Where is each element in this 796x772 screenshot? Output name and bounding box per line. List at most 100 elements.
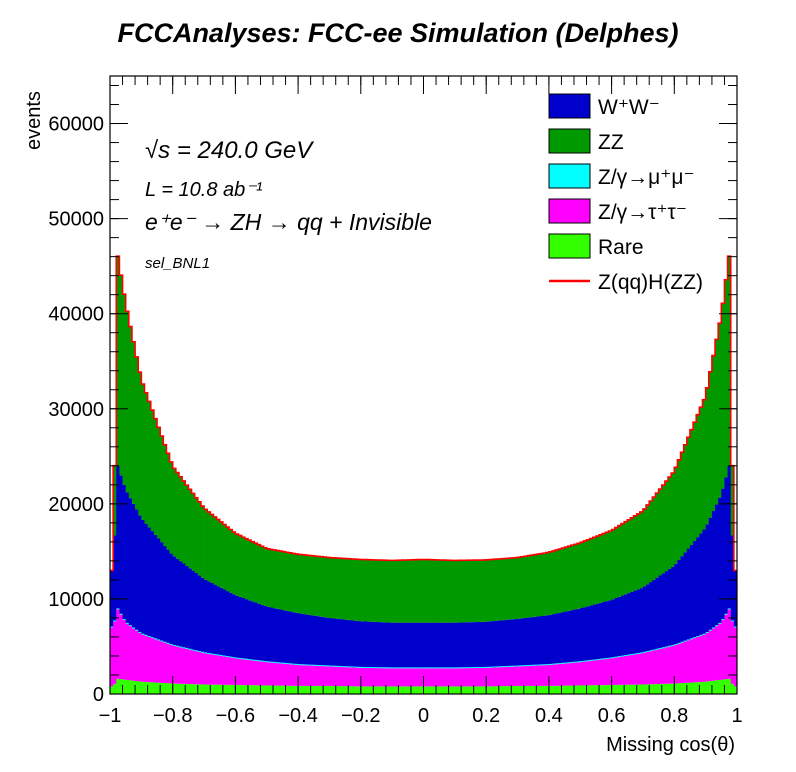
bar-WW [320, 616, 324, 666]
bar-Z [288, 664, 293, 686]
bar-ZZ [178, 477, 183, 562]
bar-Z [357, 667, 362, 687]
bar-ZZ [523, 556, 528, 618]
bar-Z [479, 667, 484, 687]
bar-WW [276, 608, 280, 663]
bar-Z [470, 667, 475, 669]
bar-ZZ [451, 560, 456, 623]
bar-WW [188, 568, 192, 649]
bar-ZZ [141, 384, 145, 520]
bar-WW [219, 587, 224, 656]
bar-Rare [636, 684, 641, 694]
bar-Rare [501, 686, 506, 694]
bar-WW [454, 622, 459, 668]
bar-ZZ [470, 560, 475, 623]
bar-Z [178, 646, 183, 648]
bar-Z [655, 648, 660, 650]
bar-Rare [495, 686, 500, 694]
bar-WW [470, 622, 475, 668]
bar-Z [113, 620, 117, 622]
bar-Z [436, 668, 440, 687]
bar-Z [144, 635, 149, 682]
bar-Z [501, 667, 506, 687]
bar-Rare [548, 685, 553, 694]
bar-Z [539, 664, 544, 666]
bar-WW [589, 605, 594, 660]
bar-Z [235, 657, 239, 659]
bar-ZZ [479, 560, 484, 622]
bar-Z [207, 653, 211, 685]
bar-Z [263, 661, 268, 662]
bar-Z [279, 663, 283, 686]
bar-ZZ [721, 303, 725, 489]
bar-Rare [313, 685, 318, 694]
bar-Z [564, 663, 569, 686]
bar-Rare [649, 684, 653, 694]
bar-WW [602, 602, 606, 659]
bar-WW [561, 612, 565, 663]
bar-WW [414, 622, 418, 668]
bar-ZZ [282, 552, 286, 611]
bar-Z [658, 647, 663, 649]
bar-Z [241, 658, 246, 660]
bar-ZZ [589, 538, 594, 606]
bar-Z [432, 668, 437, 687]
bar-ZZ [693, 422, 697, 541]
bar-Rare [627, 684, 631, 694]
bar-WW [417, 622, 421, 668]
bar-Z [398, 668, 402, 687]
bar-ZZ [310, 556, 315, 616]
bar-Z [432, 667, 437, 669]
bar-ZZ [442, 560, 446, 623]
bar-WW [238, 596, 243, 658]
bar-Rare [125, 679, 130, 694]
bar-Rare [323, 685, 327, 694]
bar-Z [147, 636, 152, 637]
bar-Z [511, 666, 515, 686]
bar-Z [351, 667, 355, 687]
bar-Z [486, 666, 490, 668]
bar-Rare [392, 686, 396, 694]
bar-Z [260, 660, 265, 662]
bar-WW [624, 594, 628, 656]
bar-WW [542, 615, 547, 665]
bar-WW [486, 621, 490, 667]
bar-WW [304, 614, 308, 665]
bar-Rare [157, 682, 161, 694]
bar-Rare [122, 679, 127, 694]
bar-Z [147, 636, 152, 683]
bar-ZZ [548, 552, 553, 615]
bar-Z [724, 613, 728, 615]
bar-Z [169, 644, 174, 684]
bar-Z [570, 661, 575, 663]
bar-Z [276, 662, 280, 664]
bar-WW [125, 492, 130, 623]
bar-WW [495, 620, 500, 667]
bar-WW [467, 622, 471, 668]
sqrt-s-annotation: √s = 240.0 GeV [145, 137, 314, 164]
bar-WW [279, 609, 283, 663]
bar-ZZ [219, 522, 224, 588]
bar-Z [476, 667, 481, 668]
bar-ZZ [157, 427, 161, 539]
bar-WW [696, 537, 700, 637]
bar-Rare [251, 685, 255, 694]
bar-Z [367, 667, 371, 668]
bar-Rare [655, 684, 660, 694]
bar-ZZ [169, 462, 174, 554]
bar-ZZ [122, 294, 127, 485]
bar-WW [348, 620, 352, 667]
bar-Rare [505, 686, 509, 694]
bar-Rare [222, 684, 227, 694]
bar-ZZ [385, 560, 390, 623]
bar-ZZ [116, 256, 120, 466]
bar-ZZ [307, 555, 312, 615]
bar-Z [172, 644, 177, 646]
bar-Rare [163, 683, 167, 694]
bar-ZZ [389, 560, 393, 623]
bar-Z [442, 668, 446, 687]
bar-Z [580, 661, 584, 662]
bar-Z [410, 668, 415, 687]
bar-Z [157, 639, 161, 641]
bar-WW [724, 477, 728, 614]
